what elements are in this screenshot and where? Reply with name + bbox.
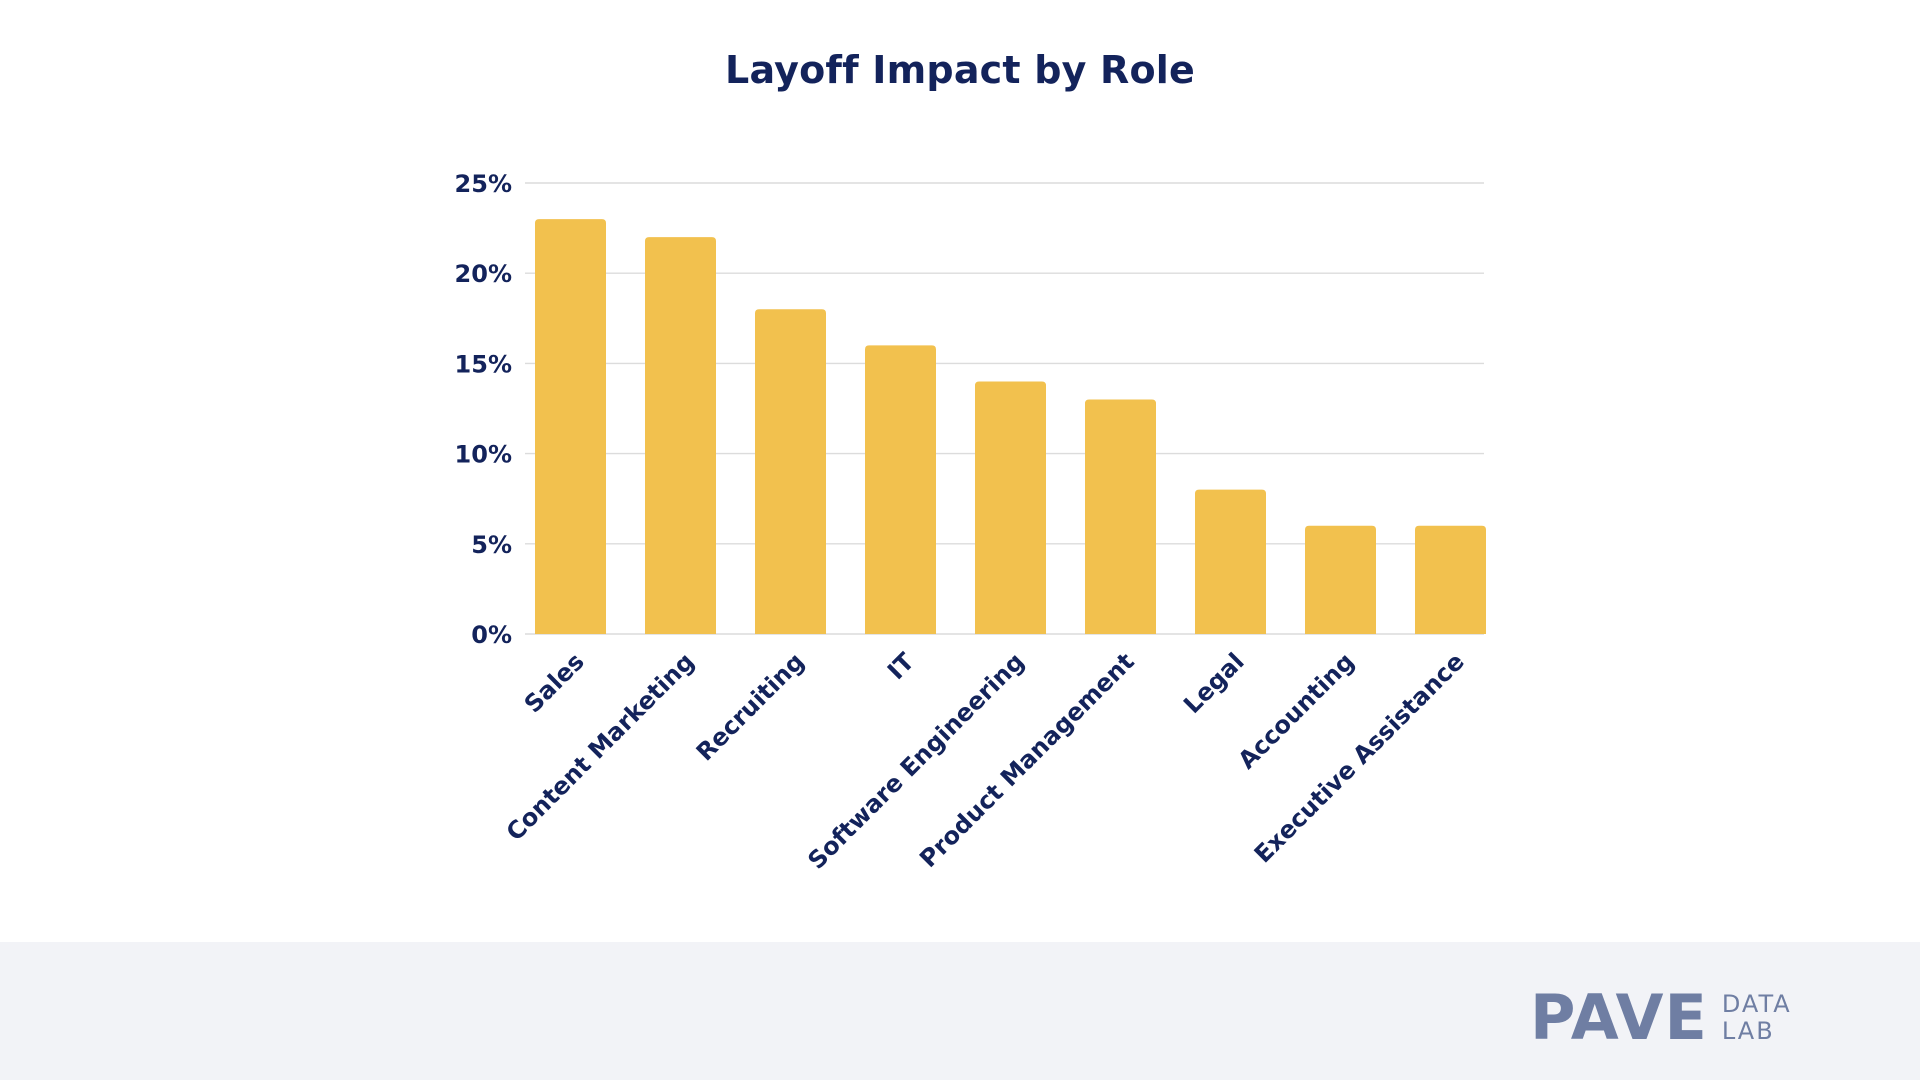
x-tick-label-sales: Sales [519, 647, 590, 718]
bar-sales [535, 219, 606, 634]
x-tick-label-recruiting: Recruiting [691, 647, 810, 766]
x-tick-label-content-marketing: Content Marketing [501, 647, 700, 846]
x-tick-label-product-management: Product Management [914, 647, 1140, 873]
y-tick-label: 5% [471, 531, 512, 559]
y-tick-label: 15% [455, 350, 512, 378]
bar-product-management [1085, 399, 1156, 634]
logo-wordmark: PAVE [1530, 981, 1708, 1054]
bar-executive-assistance [1415, 525, 1486, 634]
bar-legal [1195, 489, 1266, 634]
bars [535, 219, 1486, 634]
logo-subtitle: DATA LAB [1722, 991, 1792, 1045]
x-tick-label-executive-assistance: Executive Assistance [1249, 647, 1470, 868]
bar-recruiting [755, 309, 826, 634]
pave-data-lab-logo: PAVE DATA LAB [1530, 981, 1792, 1054]
y-tick-label: 25% [455, 170, 512, 198]
bar-it [865, 345, 936, 634]
x-tick-label-it: IT [882, 647, 920, 685]
y-axis-ticks: 0% 5% 10% 15% 20% 25% [455, 170, 512, 649]
bar-accounting [1305, 525, 1376, 634]
y-tick-label: 10% [455, 441, 512, 469]
bar-software-engineering [975, 381, 1046, 634]
chart-title: Layoff Impact by Role [725, 48, 1195, 92]
x-tick-label-legal: Legal [1178, 647, 1250, 719]
footer: PAVE DATA LAB [0, 942, 1920, 1080]
bar-content-marketing [645, 237, 716, 634]
y-tick-label: 0% [471, 621, 512, 649]
logo-sub-top: DATA [1721, 990, 1792, 1018]
y-tick-label: 20% [455, 260, 512, 288]
logo-sub-bottom: LAB [1721, 1017, 1775, 1045]
x-tick-label-software-engineering: Software Engineering [802, 647, 1029, 874]
